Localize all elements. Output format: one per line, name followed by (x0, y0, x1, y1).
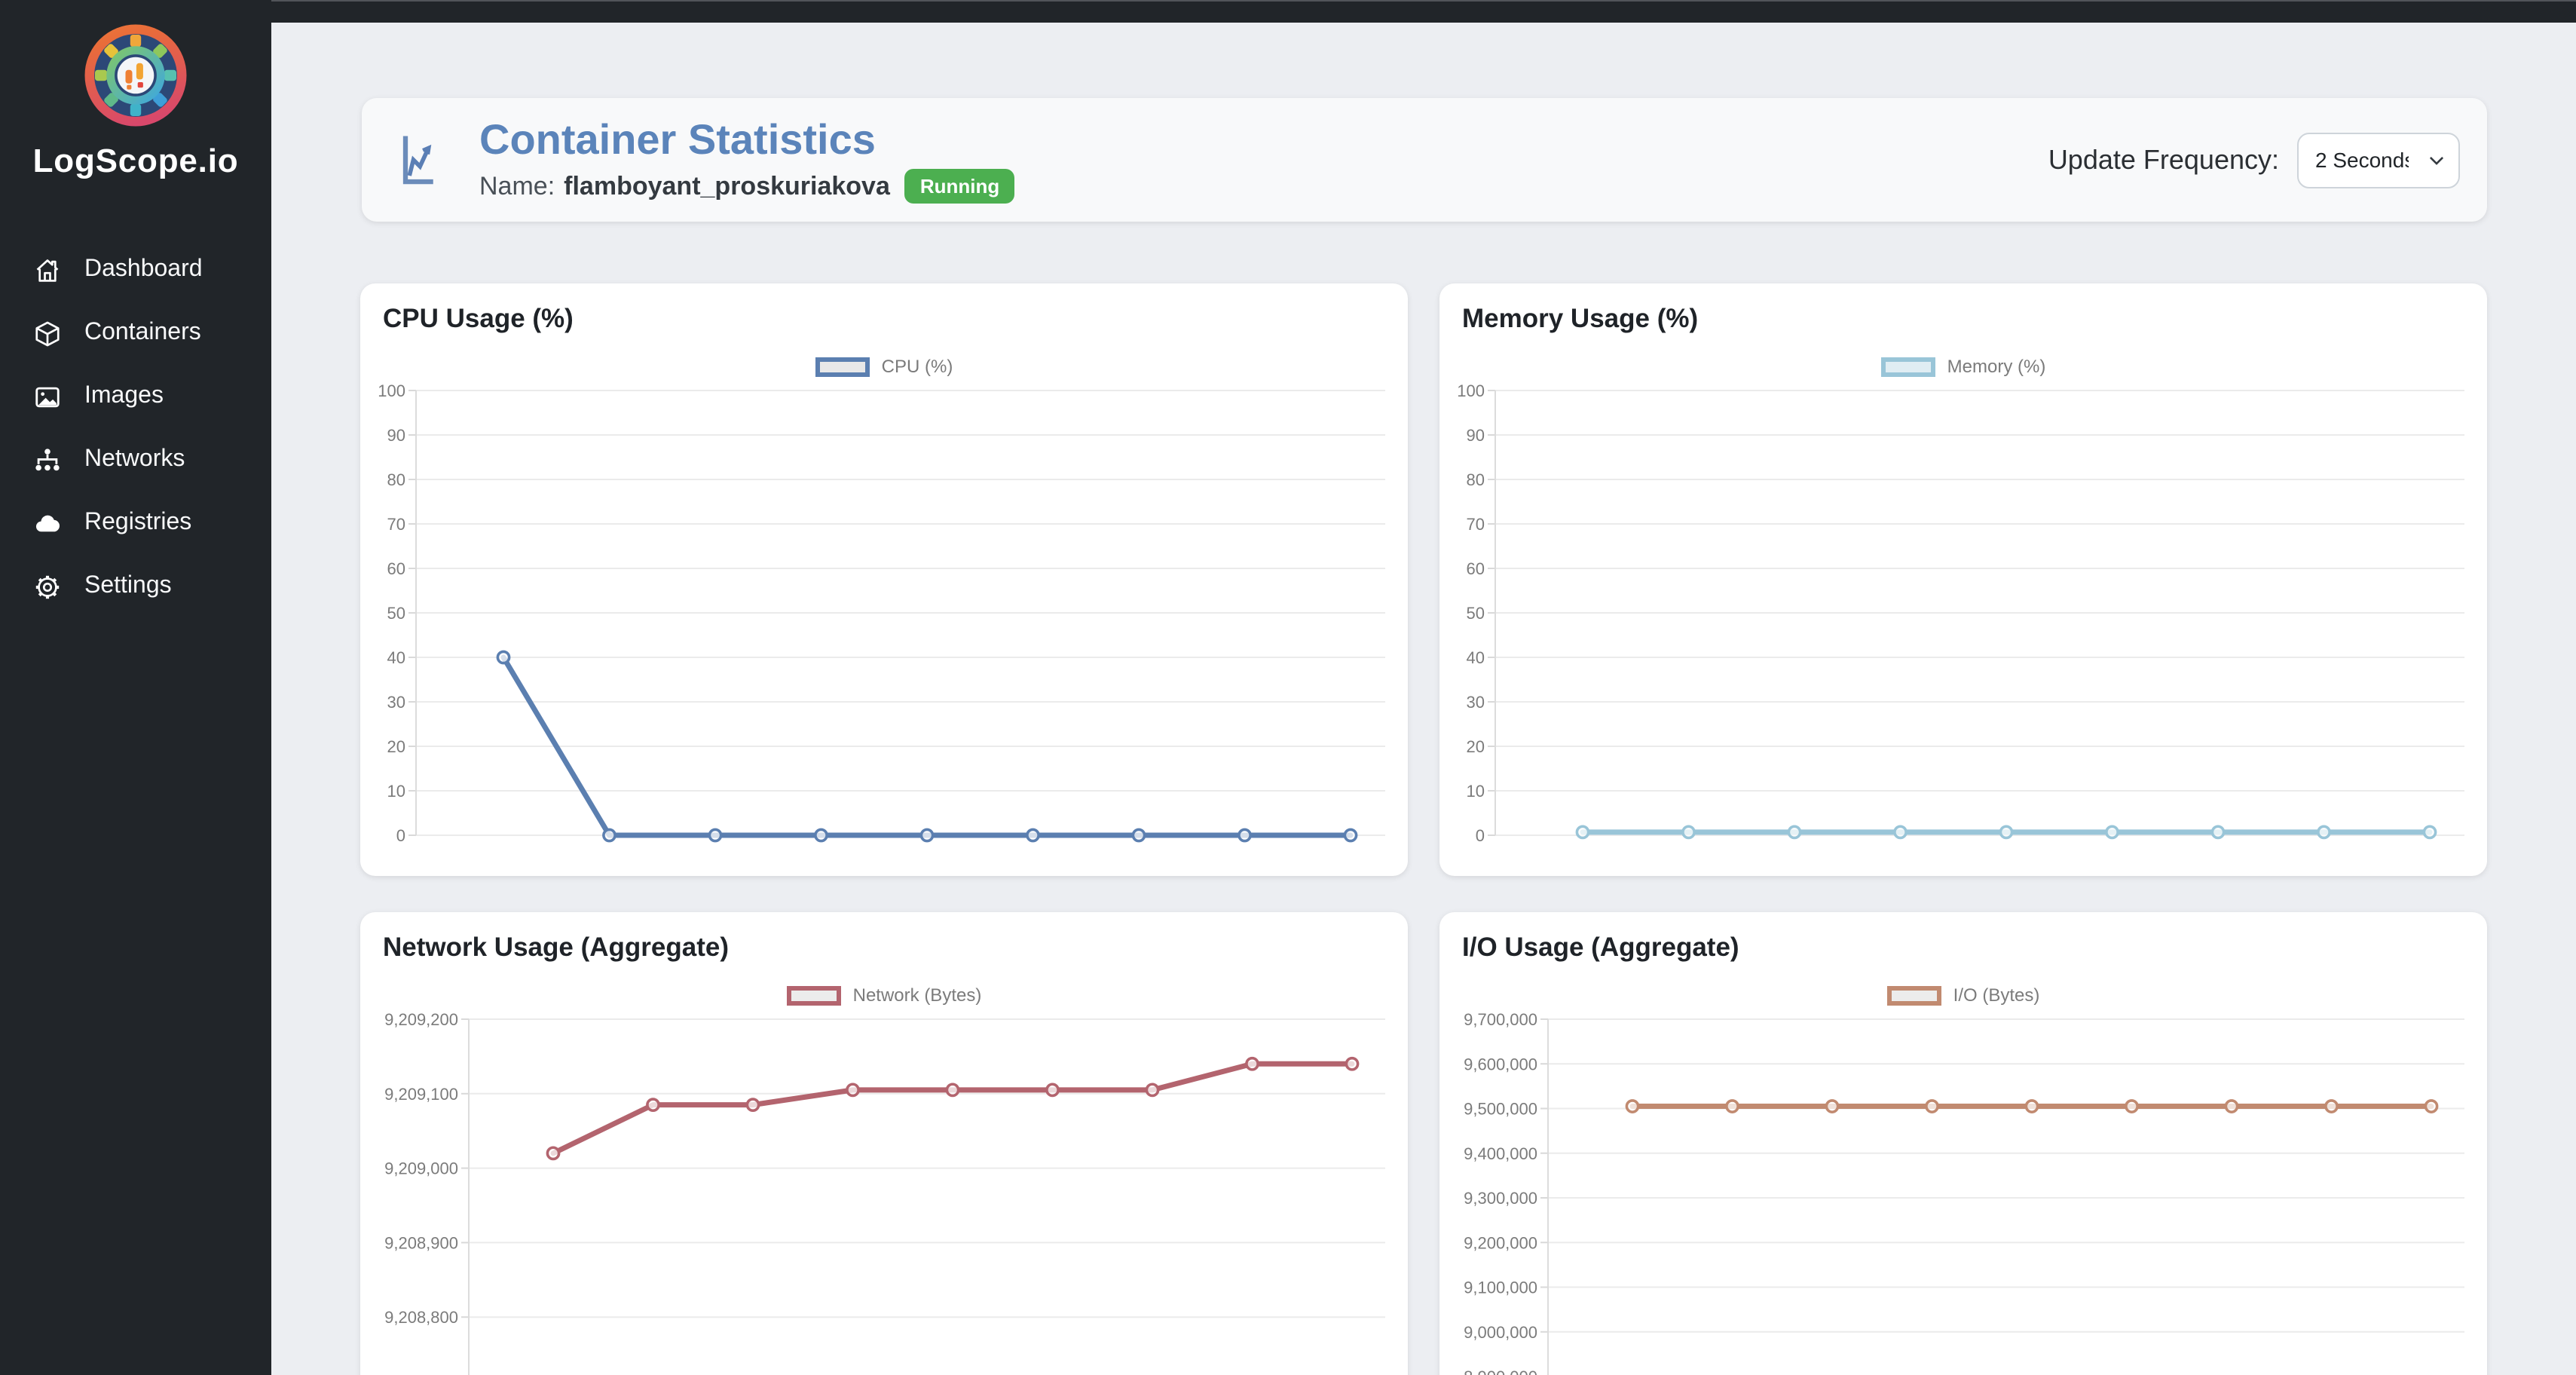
charts-grid: CPU Usage (%) CPU (%) 0 10 20 30 40 50 60 70 80 90 1… (360, 283, 2489, 1375)
home-icon (33, 256, 62, 284)
sidebar-item-settings[interactable]: Settings (0, 555, 271, 618)
chart-card-1: Memory Usage (%) Memory (%) 0 10 20 30 40 50 60 7… (1439, 283, 2487, 876)
svg-text:70: 70 (387, 515, 405, 534)
container-name-line: Name: flamboyant_proskuriakova Running (479, 169, 1015, 204)
svg-text:9,209,000: 9,209,000 (384, 1159, 458, 1178)
svg-text:9,400,000: 9,400,000 (1464, 1144, 1537, 1163)
svg-text:30: 30 (387, 693, 405, 712)
svg-text:70: 70 (1467, 515, 1485, 534)
legend-swatch (815, 357, 870, 376)
container-name: flamboyant_proskuriakova (564, 171, 890, 200)
svg-text:0: 0 (1476, 826, 1485, 845)
sidebar-item-dashboard[interactable]: Dashboard (0, 238, 271, 302)
legend-label: I/O (Bytes) (1953, 985, 2040, 1006)
legend-label: Network (Bytes) (852, 985, 982, 1006)
chart-plot: 0 10 20 30 40 50 60 70 80 90 100 (378, 384, 1385, 845)
chart-title: Memory Usage (%) (1462, 303, 1699, 333)
header-card: Container Statistics Name: flamboyant_pr… (362, 98, 2487, 222)
brand-block: LogScope.io (0, 0, 271, 181)
network-icon (33, 446, 62, 474)
svg-text:50: 50 (387, 604, 405, 623)
svg-text:9,000,000: 9,000,000 (1464, 1323, 1537, 1342)
status-badge: Running (904, 169, 1015, 204)
gear-icon (33, 572, 62, 601)
legend-label: CPU (%) (881, 356, 953, 377)
svg-text:9,100,000: 9,100,000 (1464, 1279, 1537, 1297)
chart-title: Network Usage (Aggregate) (383, 932, 729, 962)
svg-text:60: 60 (1467, 559, 1485, 578)
page-title: Container Statistics (479, 116, 876, 163)
svg-text:0: 0 (396, 826, 405, 845)
top-bar (0, 0, 2576, 23)
chart-plot: 9,208,7009,208,8009,208,9009,209,0009,20… (384, 1013, 1385, 1375)
svg-text:100: 100 (1457, 384, 1485, 400)
svg-text:9,300,000: 9,300,000 (1464, 1189, 1537, 1208)
cloud-icon (33, 509, 62, 537)
svg-text:9,700,000: 9,700,000 (1464, 1013, 1537, 1029)
brand-name: LogScope.io (32, 142, 239, 179)
legend-swatch (786, 985, 841, 1005)
chart-legend-item[interactable]: Network (Bytes) (372, 983, 1396, 1007)
svg-text:9,600,000: 9,600,000 (1464, 1055, 1537, 1073)
chevron-down-icon (2429, 156, 2444, 164)
svg-text:30: 30 (1467, 693, 1485, 712)
legend-swatch (1886, 985, 1941, 1005)
svg-text:50: 50 (1467, 604, 1485, 623)
chart-plot: 0 10 20 30 40 50 60 70 80 90 100 (1457, 384, 2464, 845)
svg-text:10: 10 (1467, 782, 1485, 801)
svg-text:9,208,900: 9,208,900 (384, 1233, 458, 1252)
chart-card-0: CPU Usage (%) CPU (%) 0 10 20 30 40 50 60 70 80 90 1… (360, 283, 1408, 876)
line-chart-icon (402, 136, 433, 185)
chart-card-3: I/O Usage (Aggregate) I/O (Bytes) 8,900,00… (1439, 912, 2487, 1375)
chart-plot: 8,900,000 9,000,000 9,100,000 9,200,000 9,30… (1464, 1013, 2464, 1375)
svg-text:40: 40 (1467, 648, 1485, 667)
legend-label: Memory (%) (1947, 356, 2046, 377)
sidebar-nav: Dashboard Containers Images Networks Registr… (0, 238, 271, 618)
name-label: Name: (479, 171, 555, 200)
chart-card-2: Network Usage (Aggregate) Network (Bytes)… (360, 912, 1408, 1375)
svg-text:9,200,000: 9,200,000 (1464, 1233, 1537, 1252)
svg-text:90: 90 (387, 426, 405, 445)
svg-text:90: 90 (1467, 426, 1485, 445)
chart-legend-item[interactable]: CPU (%) (372, 354, 1396, 378)
svg-text:60: 60 (387, 559, 405, 578)
chart-legend-item[interactable]: I/O (Bytes) (1452, 983, 2475, 1007)
cube-icon (33, 319, 62, 348)
svg-text:9,209,200: 9,209,200 (384, 1013, 458, 1029)
sidebar-item-containers[interactable]: Containers (0, 302, 271, 365)
main-area: Container Statistics Name: flamboyant_pr… (271, 23, 2576, 1375)
svg-text:40: 40 (387, 648, 405, 667)
update-frequency-select[interactable]: 2 Seconds (2297, 132, 2460, 188)
sidebar: LogScope.io Dashboard Containers Images Net… (0, 0, 271, 1375)
svg-text:9,209,100: 9,209,100 (384, 1085, 458, 1104)
image-icon (33, 382, 62, 411)
sidebar-item-registries[interactable]: Registries (0, 492, 271, 555)
update-frequency-label: Update Frequency: (2048, 144, 2279, 174)
svg-text:9,500,000: 9,500,000 (1464, 1100, 1537, 1119)
chart-title: CPU Usage (%) (383, 303, 574, 333)
svg-text:80: 80 (1467, 470, 1485, 489)
legend-swatch (1880, 357, 1935, 376)
svg-text:20: 20 (1467, 737, 1485, 756)
update-frequency-value: 2 Seconds (2315, 148, 2409, 172)
svg-text:80: 80 (387, 470, 405, 489)
svg-text:100: 100 (378, 384, 405, 400)
svg-text:9,208,800: 9,208,800 (384, 1308, 458, 1327)
sidebar-item-networks[interactable]: Networks (0, 428, 271, 492)
svg-text:20: 20 (387, 737, 405, 756)
chart-title: I/O Usage (Aggregate) (1462, 932, 1739, 962)
svg-text:8,900,000: 8,900,000 (1464, 1367, 1537, 1375)
sidebar-item-images[interactable]: Images (0, 365, 271, 428)
logscope-logo-icon (84, 24, 187, 127)
chart-legend-item[interactable]: Memory (%) (1452, 354, 2475, 378)
svg-text:10: 10 (387, 782, 405, 801)
